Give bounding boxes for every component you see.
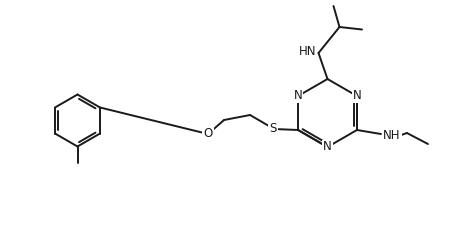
Text: S: S <box>269 123 277 135</box>
Text: N: N <box>294 90 302 102</box>
Text: N: N <box>323 141 332 154</box>
Text: HN: HN <box>299 45 316 58</box>
Text: NH: NH <box>383 129 401 143</box>
Text: O: O <box>203 127 213 141</box>
Text: N: N <box>353 90 361 102</box>
